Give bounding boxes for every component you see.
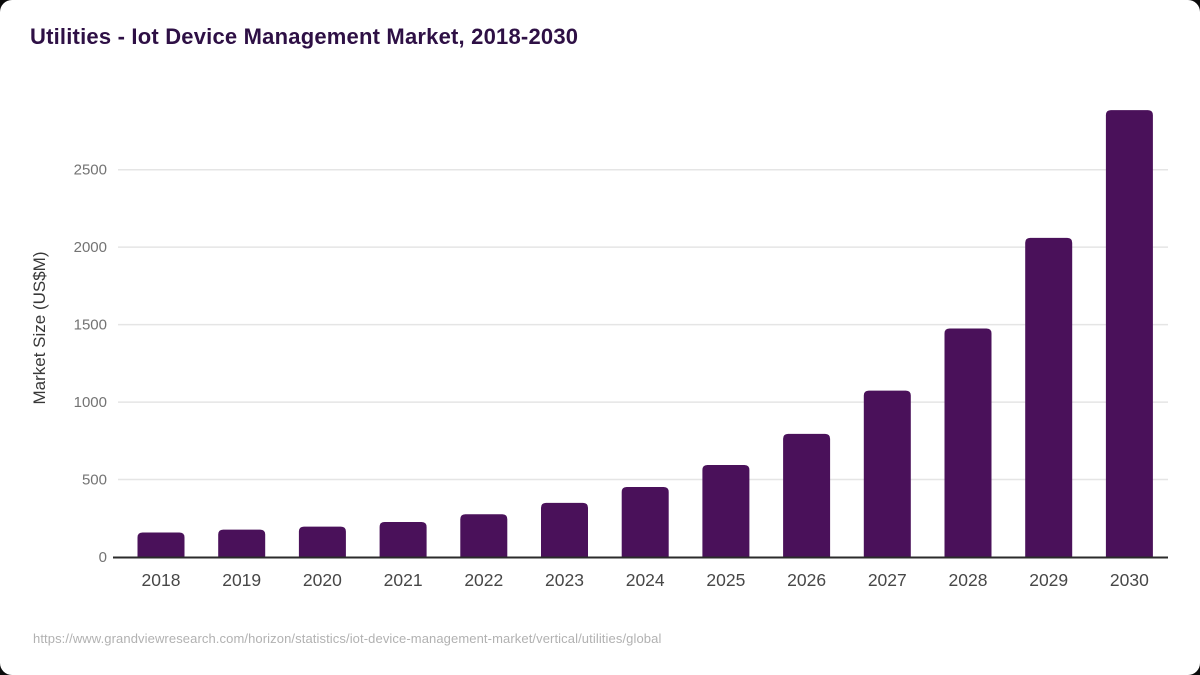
bar-2030 xyxy=(1105,110,1153,557)
chart-title: Utilities - Iot Device Management Market… xyxy=(30,24,579,49)
bar-2020 xyxy=(298,526,346,557)
bar-2029 xyxy=(1025,237,1073,557)
x-tick-label: 2019 xyxy=(222,570,261,590)
x-tick-label: 2027 xyxy=(868,570,907,590)
x-tick-label: 2028 xyxy=(949,570,988,590)
x-tick-label: 2029 xyxy=(1029,570,1068,590)
x-tick-label: 2023 xyxy=(545,570,584,590)
bar-2018 xyxy=(137,532,185,557)
y-tick-label: 1500 xyxy=(74,317,107,334)
bar-2027 xyxy=(863,390,911,557)
bar-2023 xyxy=(541,502,588,557)
x-tick-label: 2025 xyxy=(706,570,745,590)
x-tick-label: 2022 xyxy=(464,570,503,590)
y-tick-label: 500 xyxy=(82,472,107,489)
bar-2024 xyxy=(621,486,669,557)
bar-2028 xyxy=(944,328,992,557)
bar-2022 xyxy=(460,514,508,557)
y-tick-label: 1000 xyxy=(74,394,107,411)
x-tick-label: 2020 xyxy=(303,570,342,590)
x-tick-label: 2018 xyxy=(142,570,181,590)
y-tick-label: 2000 xyxy=(74,239,107,256)
bar-2019 xyxy=(218,529,266,557)
bar-2025 xyxy=(702,464,750,557)
bar-2021 xyxy=(379,521,427,557)
bar-2026 xyxy=(783,433,831,557)
x-tick-label: 2021 xyxy=(384,570,423,590)
y-tick-label: 0 xyxy=(99,549,107,566)
source-url: https://www.grandviewresearch.com/horizo… xyxy=(33,631,662,646)
y-axis-title: Market Size (US$M) xyxy=(30,251,49,404)
x-tick-label: 2026 xyxy=(787,570,826,590)
x-tick-label: 2030 xyxy=(1110,570,1149,590)
x-tick-label: 2024 xyxy=(626,570,665,590)
y-tick-label: 2500 xyxy=(74,162,107,179)
